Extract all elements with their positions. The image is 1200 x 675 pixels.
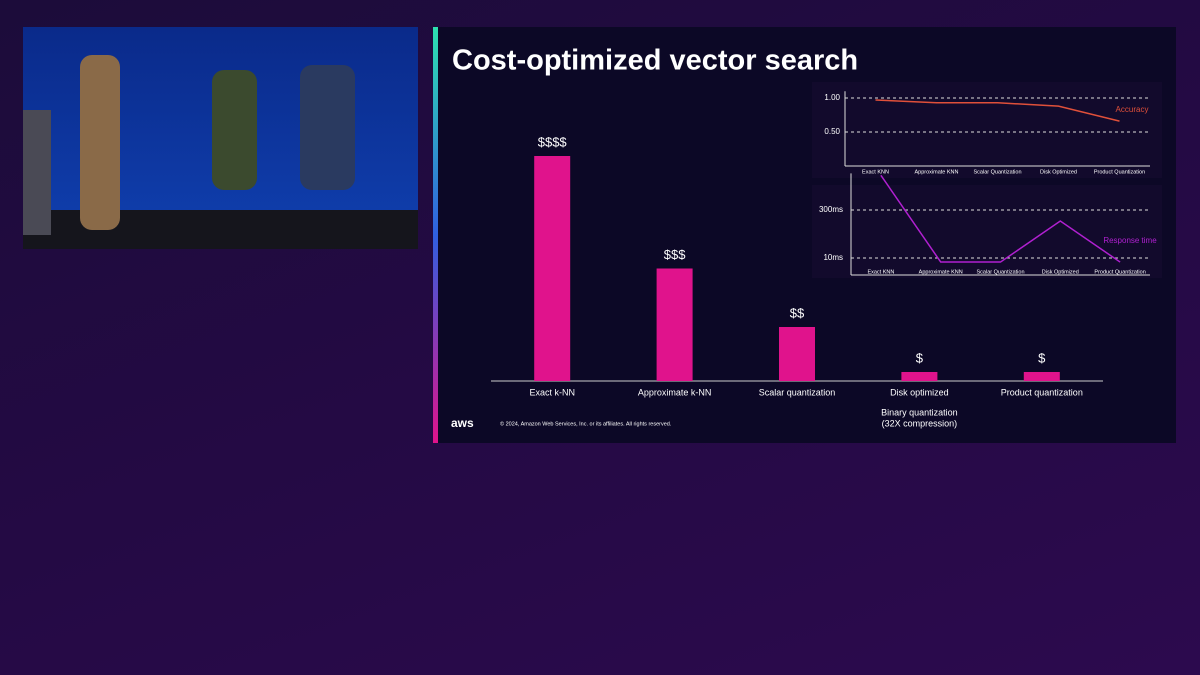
y-tick-label: 10ms <box>823 253 843 262</box>
value-label: $$$$ <box>538 134 568 149</box>
x-tick-label: Approximate KNN <box>919 269 963 275</box>
logo: aws <box>451 416 474 430</box>
value-label: $$$ <box>664 247 686 262</box>
y-tick-label: 300ms <box>819 205 843 214</box>
x-tick-label: Scalar quantization <box>759 387 836 397</box>
x-tick-label: Product Quantization <box>1094 269 1145 275</box>
x-tick-label: Disk Optimized <box>1040 169 1077 175</box>
annotation: (32X compression) <box>882 418 958 428</box>
x-tick-label: Product Quantization <box>1094 169 1145 175</box>
x-tick-label: Disk Optimized <box>1042 269 1079 275</box>
inset-panel <box>812 82 1162 178</box>
series-line <box>875 99 1120 122</box>
legend-label: Response time <box>1103 236 1157 245</box>
bar <box>534 156 571 381</box>
x-tick-label: Disk optimized <box>890 387 949 397</box>
y-tick-label: 1.00 <box>824 93 840 102</box>
x-tick-label: Exact KNN <box>867 269 894 275</box>
value-label: $ <box>916 350 924 365</box>
bar <box>656 268 693 381</box>
legend-label: Accuracy <box>1116 105 1149 114</box>
x-tick-label: Scalar Quantization <box>974 169 1022 175</box>
x-tick-label: Exact KNN <box>862 169 889 175</box>
annotation: Binary quantization <box>881 407 958 417</box>
x-tick-label: Exact k-NN <box>529 387 575 397</box>
value-label: $ <box>1038 350 1046 365</box>
slide-accent <box>433 27 438 443</box>
footer: © 2024, Amazon Web Services, Inc. or its… <box>500 420 672 427</box>
bar <box>1023 372 1060 381</box>
slide-title: Cost-optimized vector search <box>452 45 858 77</box>
x-tick-label: Approximate KNN <box>914 169 958 175</box>
inset-panel <box>812 185 1162 278</box>
x-tick-label: Product quantization <box>1001 387 1083 397</box>
bar <box>901 372 938 381</box>
bar <box>779 327 815 381</box>
value-label: $$ <box>790 305 805 320</box>
x-tick-label: Scalar Quantization <box>977 269 1025 275</box>
x-tick-label: Approximate k-NN <box>638 387 712 397</box>
video-feed <box>23 27 418 249</box>
series-line <box>880 174 1121 263</box>
y-tick-label: 0.50 <box>824 127 840 136</box>
